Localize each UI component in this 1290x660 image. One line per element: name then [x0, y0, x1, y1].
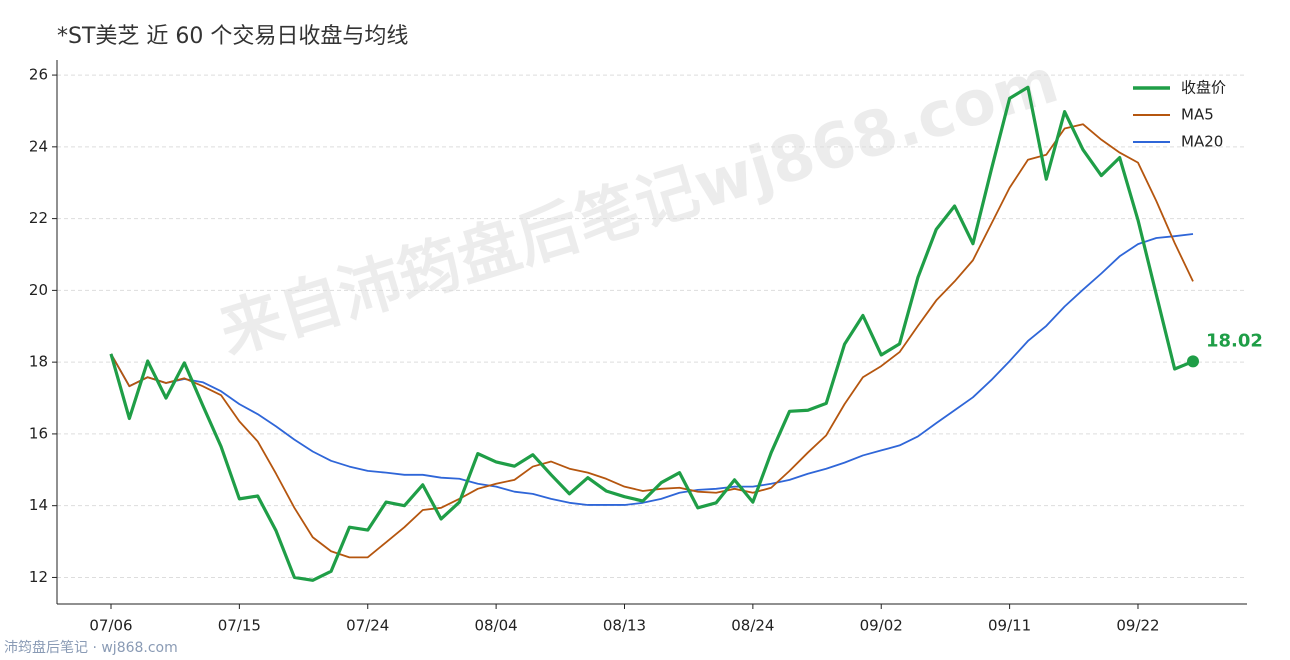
- x-tick-label: 08/13: [603, 617, 646, 635]
- last-point: [1187, 355, 1199, 368]
- x-tick-label: 09/11: [988, 617, 1031, 635]
- legend-label: 收盘价: [1181, 79, 1226, 97]
- line-series: [109, 85, 1194, 582]
- x-tick-label: 07/15: [218, 617, 261, 635]
- y-tick-label: 24: [29, 137, 48, 155]
- footer: 沛筠盘后笔记 · wj868.com: [4, 639, 178, 656]
- y-tick-label: 12: [29, 568, 48, 586]
- chart-title: *ST美芝 近 60 个交易日收盘与均线: [57, 24, 408, 49]
- x-tick-label: 07/06: [89, 617, 132, 635]
- line-series: [110, 233, 1194, 506]
- legend-label: MA20: [1181, 133, 1223, 151]
- y-tick-label: 26: [29, 66, 48, 84]
- x-tick-label: 08/04: [475, 617, 518, 635]
- legend-label: MA5: [1181, 106, 1214, 124]
- y-tick-label: 18: [29, 353, 48, 371]
- y-tick-label: 20: [29, 281, 48, 299]
- last-value-label: 18.02: [1206, 330, 1263, 351]
- x-tick-label: 07/24: [346, 617, 389, 635]
- watermark: 来自沛筠盘后笔记wj868.com: [211, 43, 1066, 368]
- y-tick-label: 22: [29, 209, 48, 227]
- x-tick-label: 09/22: [1116, 617, 1159, 635]
- x-tick-label: 08/24: [731, 617, 774, 635]
- x-tick-label: 09/02: [860, 617, 903, 635]
- y-tick-label: 16: [29, 424, 48, 442]
- y-tick-label: 14: [29, 496, 48, 514]
